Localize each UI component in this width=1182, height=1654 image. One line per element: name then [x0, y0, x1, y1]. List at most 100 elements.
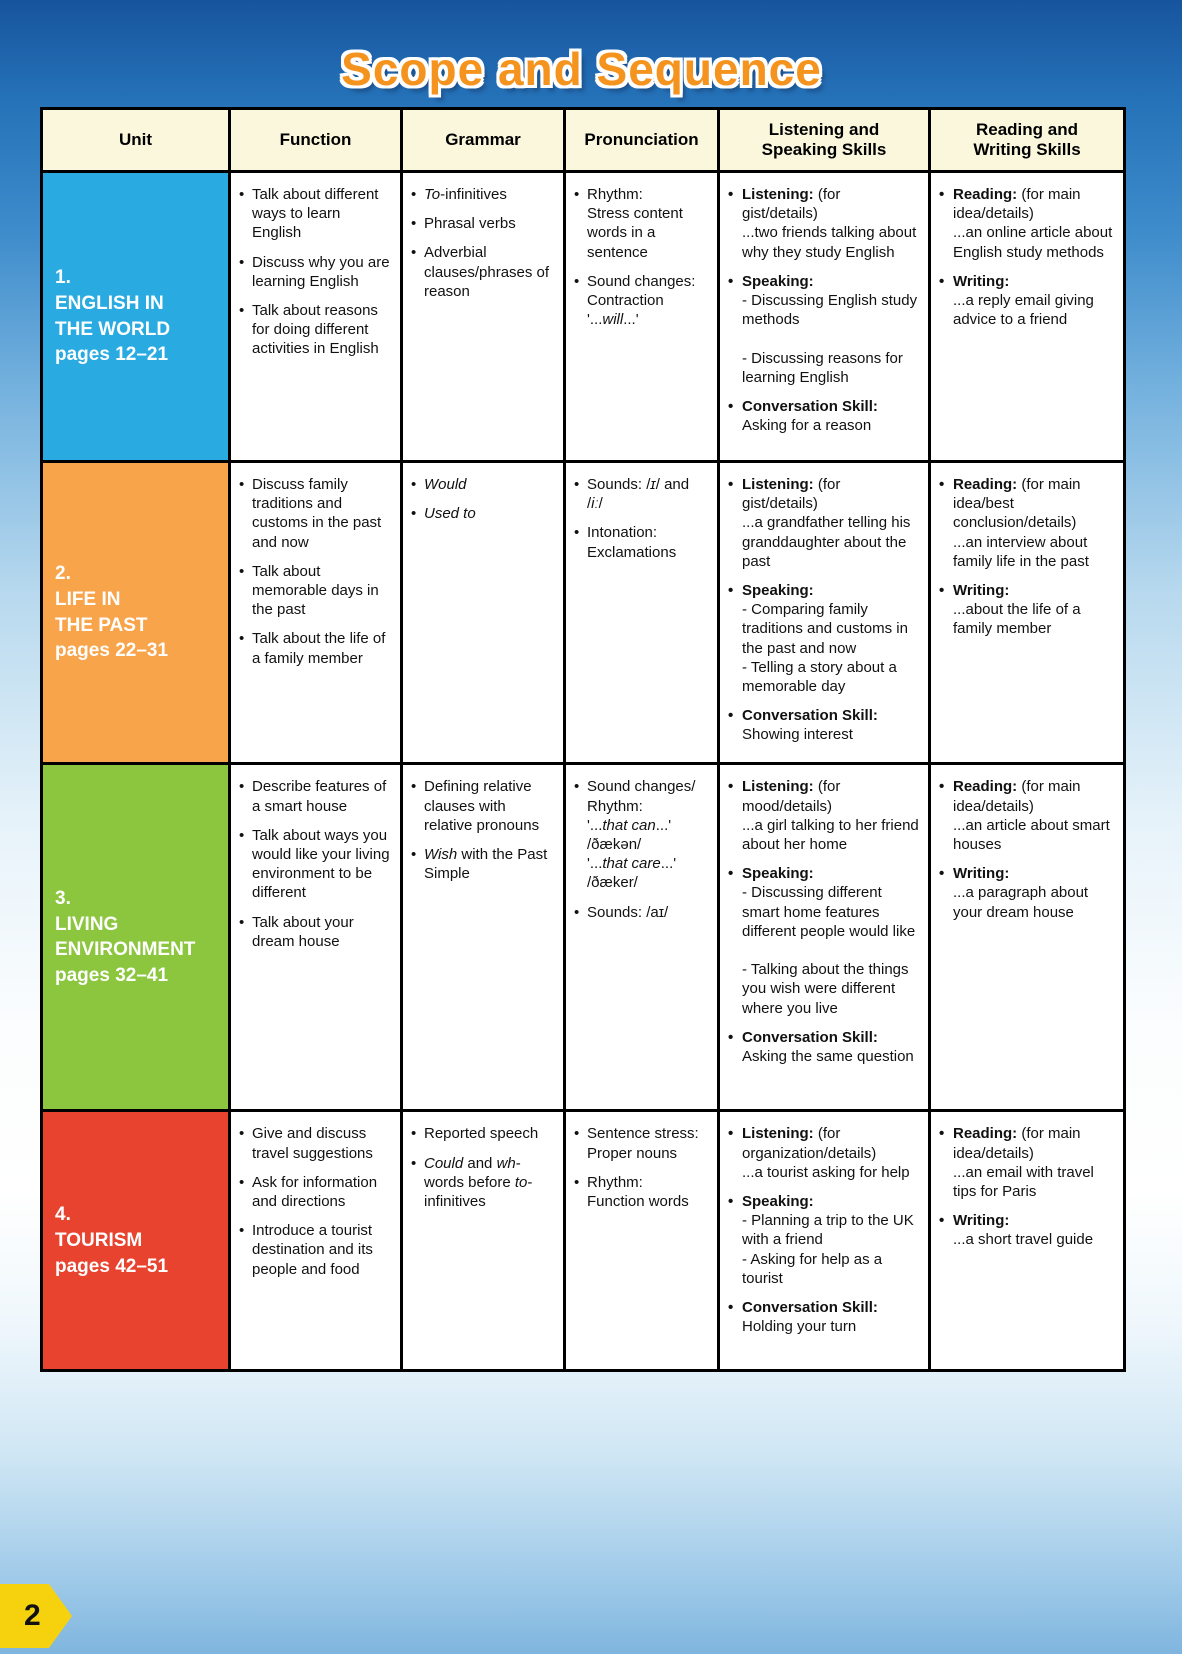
header-listening-speaking: Listening and Speaking Skills: [717, 107, 931, 173]
bullet-item: Sound changes: Contraction '...will...': [574, 272, 709, 330]
function-cell: Discuss family traditions and customs in…: [228, 459, 403, 766]
unit-title: ENGLISH IN THE WORLD: [55, 292, 171, 340]
bullet-item: Defining relative clauses with relative …: [411, 777, 555, 835]
bullet-item: Writing: ...a reply email giving advice …: [939, 272, 1115, 330]
unit-cell: 1. ENGLISH IN THE WORLD pages 12–21: [40, 170, 231, 463]
bullet-item: Discuss family traditions and customs in…: [239, 475, 392, 552]
bullet-item: Listening: (for organization/details) ..…: [728, 1124, 920, 1182]
grammar-cell: To-infinitives Phrasal verbs Adverbial cla…: [400, 170, 566, 463]
bullet-item: Ask for information and directions: [239, 1173, 392, 1211]
bullet-item: Reading: (for main idea/details) ...an a…: [939, 777, 1115, 854]
function-cell: Give and discuss travel suggestions Ask f…: [228, 1109, 403, 1373]
bullet-item: Reading: (for main idea/details) ...an e…: [939, 1124, 1115, 1201]
unit-number: 4.: [55, 1204, 71, 1226]
unit-cell: 3. LIVING ENVIRONMENT pages 32–41: [40, 762, 231, 1113]
unit-pages: pages 22–31: [55, 640, 169, 662]
unit-title: LIVING ENVIRONMENT: [55, 913, 196, 961]
bullet-item: Describe features of a smart house: [239, 777, 392, 815]
listening-cell: Listening: (for organization/details) ..…: [717, 1109, 931, 1373]
header-function: Function: [228, 107, 403, 173]
reading-cell: Reading: (for main idea/details) ...an e…: [928, 1109, 1126, 1373]
unit-cell: 2. LIFE IN THE PAST pages 22–31: [40, 459, 231, 766]
table-row: 1. ENGLISH IN THE WORLD pages 12–21 Talk ab…: [40, 170, 1126, 463]
bullet-item: Talk about ways you would like your livi…: [239, 826, 392, 903]
unit-number: 2.: [55, 563, 71, 585]
bullet-item: Reading: (for main idea/best conclusion/…: [939, 475, 1115, 571]
bullet-item: Conversation Skill: Holding your turn: [728, 1298, 920, 1336]
bullet-item: Listening: (for mood/details) ...a girl …: [728, 777, 920, 854]
bullet-item: Intonation: Exclamations: [574, 523, 709, 561]
bullet-item: Listening: (for gist/details) ...two fri…: [728, 185, 920, 262]
bullet-item: Talk about different ways to learn Engli…: [239, 185, 392, 243]
bullet-item: Adverbial clauses/phrases of reason: [411, 243, 555, 301]
bullet-item: Sounds: /ɪ/ and /iː/: [574, 475, 709, 513]
header-grammar: Grammar: [400, 107, 566, 173]
reading-cell: Reading: (for main idea/details) ...an a…: [928, 762, 1126, 1113]
function-cell: Talk about different ways to learn Engli…: [228, 170, 403, 463]
scope-sequence-table: Unit Function Grammar Pronunciation List…: [40, 107, 1126, 1373]
grammar-cell: Reported speech Could and wh-words before…: [400, 1109, 566, 1373]
listening-cell: Listening: (for gist/details) ...a grand…: [717, 459, 931, 766]
bullet-item: Talk about memorable days in the past: [239, 562, 392, 620]
unit-pages: pages 12–21: [55, 344, 169, 366]
bullet-item: Introduce a tourist destination and its …: [239, 1221, 392, 1279]
pronunciation-cell: Rhythm: Stress content words in a senten…: [563, 170, 720, 463]
bullet-item: Listening: (for gist/details) ...a grand…: [728, 475, 920, 571]
table-row: 3. LIVING ENVIRONMENT pages 32–41 Describe …: [40, 762, 1126, 1113]
unit-number: 1.: [55, 267, 71, 289]
pronunciation-cell: Sentence stress: Proper nouns Rhythm: Fun…: [563, 1109, 720, 1373]
bullet-item: Give and discuss travel suggestions: [239, 1124, 392, 1162]
bullet-item: Writing: ...a short travel guide: [939, 1211, 1115, 1249]
unit-number: 3.: [55, 888, 71, 910]
reading-cell: Reading: (for main idea/details) ...an o…: [928, 170, 1126, 463]
unit-cell: 4. TOURISM pages 42–51: [40, 1109, 231, 1373]
unit-pages: pages 32–41: [55, 965, 169, 987]
table-row: 2. LIFE IN THE PAST pages 22–31 Discuss fam…: [40, 459, 1126, 766]
bullet-item: Writing: ...about the life of a family m…: [939, 581, 1115, 639]
bullet-item: To-infinitives: [411, 185, 555, 204]
header-pronunciation: Pronunciation: [563, 107, 720, 173]
bullet-item: Talk about the life of a family member: [239, 629, 392, 667]
bullet-item: Talk about your dream house: [239, 913, 392, 951]
bullet-item: Speaking: - Comparing family traditions …: [728, 581, 920, 696]
header-reading-writing: Reading and Writing Skills: [928, 107, 1126, 173]
bullet-item: Wish with the Past Simple: [411, 845, 555, 883]
table-row: 4. TOURISM pages 42–51 Give and discuss tra…: [40, 1109, 1126, 1373]
unit-title: LIFE IN THE PAST: [55, 589, 148, 636]
grammar-cell: Would Used to: [400, 459, 566, 766]
bullet-item: Sound changes/ Rhythm: '...that can...' …: [574, 777, 709, 892]
bullet-item: Talk about reasons for doing different a…: [239, 301, 392, 359]
bullet-item: Speaking: - Discussing English study met…: [728, 272, 920, 387]
table-body: 1. ENGLISH IN THE WORLD pages 12–21 Talk ab…: [40, 170, 1126, 1373]
unit-pages: pages 42–51: [55, 1255, 169, 1277]
bullet-item: Rhythm: Stress content words in a senten…: [574, 185, 709, 262]
bullet-item: Phrasal verbs: [411, 214, 555, 233]
unit-title: TOURISM: [55, 1230, 143, 1252]
bullet-item: Sounds: /aɪ/: [574, 903, 709, 922]
header-unit: Unit: [40, 107, 231, 173]
reading-cell: Reading: (for main idea/best conclusion/…: [928, 459, 1126, 766]
bullet-item: Could and wh-words before to-infinitives: [411, 1154, 555, 1212]
bullet-item: Would: [411, 475, 555, 494]
bullet-item: Used to: [411, 504, 555, 523]
bullet-item: Conversation Skill: Showing interest: [728, 706, 920, 744]
bullet-item: Conversation Skill: Asking for a reason: [728, 397, 920, 435]
listening-cell: Listening: (for gist/details) ...two fri…: [717, 170, 931, 463]
pronunciation-cell: Sounds: /ɪ/ and /iː/Intonation: Exclamat…: [563, 459, 720, 766]
listening-cell: Listening: (for mood/details) ...a girl …: [717, 762, 931, 1113]
bullet-item: Speaking: - Discussing different smart h…: [728, 864, 920, 1018]
grammar-cell: Defining relative clauses with relative …: [400, 762, 566, 1113]
bullet-item: Writing: ...a paragraph about your dream…: [939, 864, 1115, 922]
bullet-item: Conversation Skill: Asking the same ques…: [728, 1028, 920, 1066]
bullet-item: Rhythm: Function words: [574, 1173, 709, 1211]
pronunciation-cell: Sound changes/ Rhythm: '...that can...' …: [563, 762, 720, 1113]
bullet-item: Discuss why you are learning English: [239, 253, 392, 291]
bullet-item: Speaking: - Planning a trip to the UK wi…: [728, 1192, 920, 1288]
function-cell: Describe features of a smart house Talk a…: [228, 762, 403, 1113]
page-number-tab: 2: [0, 1584, 72, 1648]
page-title: Scope and Sequence: [341, 43, 822, 95]
header-row: Unit Function Grammar Pronunciation List…: [40, 107, 1126, 173]
page-number: 2: [24, 1599, 41, 1632]
bullet-item: Reading: (for main idea/details) ...an o…: [939, 185, 1115, 262]
bullet-item: Reported speech: [411, 1124, 555, 1143]
